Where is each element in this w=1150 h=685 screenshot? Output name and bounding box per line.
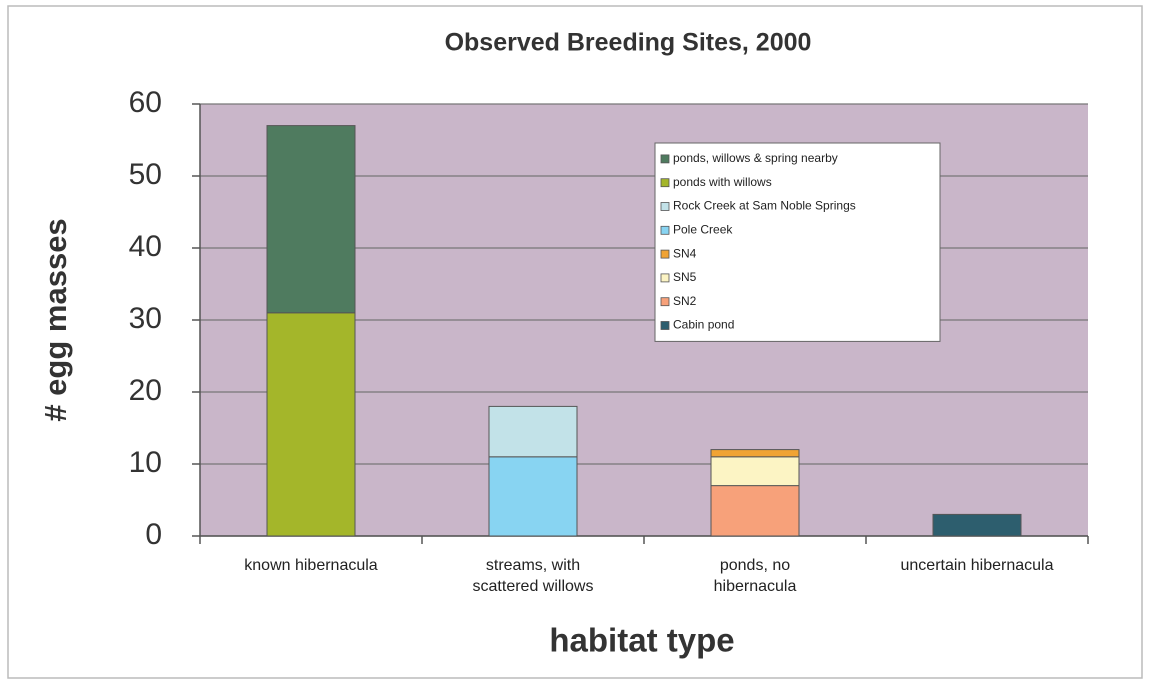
legend-label: Rock Creek at Sam Noble Springs: [673, 199, 856, 213]
y-tick-label: 0: [145, 518, 162, 551]
x-tick-label: uncertain hibernacula: [900, 557, 1054, 574]
legend-swatch: [660, 321, 670, 330]
legend-swatch: [660, 297, 670, 307]
legend-label: Pole Creek: [673, 222, 733, 236]
bar-segment: [266, 125, 356, 314]
legend-swatch: [660, 202, 670, 211]
legend-label: ponds with willows: [673, 175, 772, 189]
bar-segment: [932, 513, 1022, 537]
legend-swatch: [660, 273, 670, 283]
chart-title: Observed Breeding Sites, 2000: [445, 29, 812, 57]
legend-label: SN4: [673, 246, 697, 260]
legend-swatch: [660, 178, 670, 188]
y-tick-label: 60: [129, 86, 162, 119]
legend-label: SN5: [673, 270, 697, 284]
legend-swatch: [660, 154, 670, 164]
bar-segment: [488, 405, 578, 458]
legend-label: ponds, willows & spring nearby: [673, 151, 838, 165]
y-axis-label: # egg masses: [38, 218, 73, 421]
legend-label: Cabin pond: [673, 318, 734, 332]
legend-label: SN2: [673, 294, 697, 308]
x-axis-label: habitat type: [549, 622, 734, 659]
x-tick-label: ponds, no hibernacula: [713, 557, 797, 595]
bar-segment: [266, 312, 356, 537]
legend-swatch: [660, 225, 670, 235]
x-tick-label: known hibernacula: [244, 557, 378, 574]
y-tick-label: 20: [129, 374, 162, 407]
legend-box: [654, 142, 941, 342]
y-tick-label: 30: [129, 302, 162, 335]
legend-swatch: [660, 249, 670, 259]
bar-segment: [710, 456, 800, 487]
bar-segment: [488, 456, 578, 537]
y-tick-label: 10: [129, 446, 162, 479]
y-tick-label: 50: [129, 158, 162, 191]
y-tick-label: 40: [129, 230, 162, 263]
bar-segment: [710, 449, 800, 458]
bar-segment: [710, 485, 800, 537]
x-tick-label: streams, with scattered willows: [472, 557, 594, 595]
